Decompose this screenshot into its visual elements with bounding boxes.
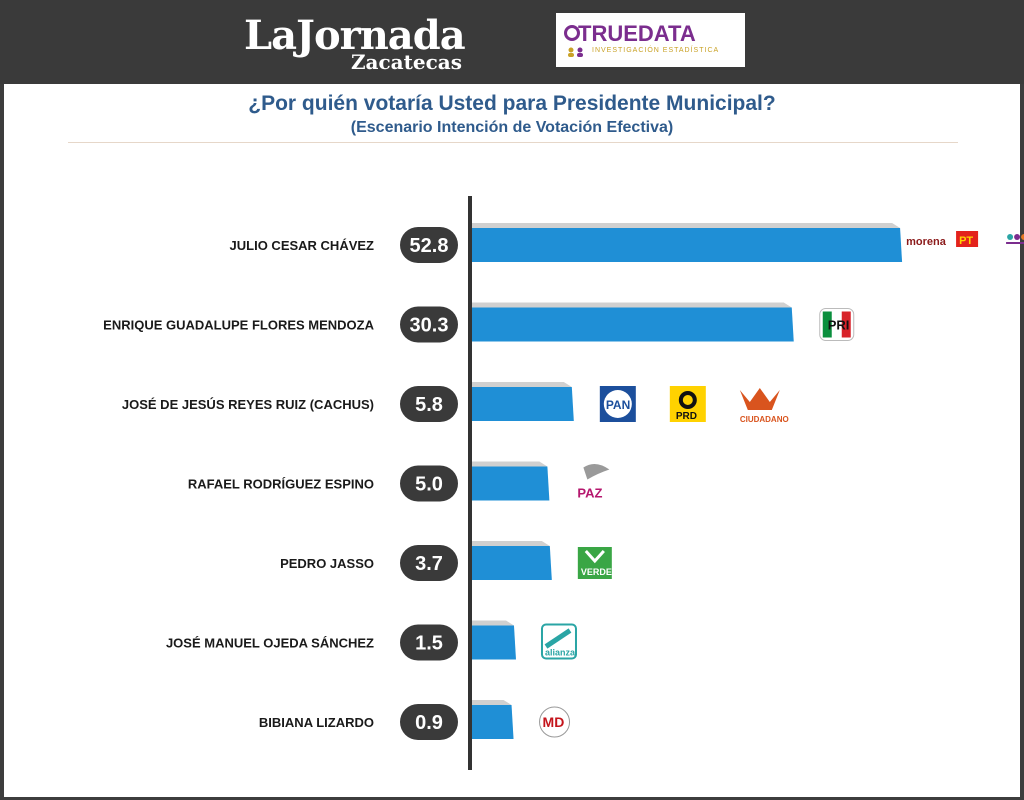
md-logo: MD: [539, 706, 571, 738]
value-pill: [400, 386, 458, 422]
value-pill: [400, 306, 458, 343]
value-label: 52.8: [410, 235, 449, 257]
verde-logo: VERDE: [577, 547, 612, 579]
category-label: ENRIQUE GUADALUPE FLORES MENDOZA: [103, 318, 374, 333]
bar-shadow: [472, 461, 548, 467]
svg-text:PAZ: PAZ: [577, 486, 602, 501]
category-label: BIBIANA LIZARDO: [259, 715, 374, 730]
category-label: JOSÉ MANUEL OJEDA SÁNCHEZ: [166, 636, 374, 651]
svg-text:PAN: PAN: [606, 398, 630, 412]
value-label: 0.9: [415, 712, 443, 734]
bar: [472, 307, 794, 342]
bar-shadow: [472, 223, 901, 228]
value-pill: [400, 704, 458, 740]
svg-text:morena: morena: [906, 236, 947, 248]
logo-sub-text: Zacatecas: [350, 50, 462, 74]
pollster-name: TRUEDATA: [578, 21, 696, 46]
svg-text:PT: PT: [959, 235, 973, 247]
na-logo: [1006, 234, 1024, 244]
movimiento-ciudadano-logo: CIUDADANO: [739, 388, 789, 424]
bar: [472, 387, 574, 421]
morena-logo: morena: [906, 236, 947, 248]
value-pill: [400, 624, 458, 661]
pollster-tagline: INVESTIGACIÓN ESTADÍSTICA: [592, 47, 720, 54]
value-pill: [400, 465, 458, 502]
value-label: 3.7: [415, 553, 443, 575]
bar-shadow: [472, 700, 512, 705]
paz-logo: PAZ: [577, 463, 610, 501]
chart-panel: [4, 84, 1020, 797]
bar: [472, 466, 550, 501]
header-bar: LaJornada Zacatecas TRUEDATA INVESTIGACI…: [0, 0, 1024, 84]
logo-main-text: LaJornada: [244, 12, 466, 59]
bar-row: JOSÉ DE JESÚS REYES RUIZ (CACHUS) 5.8 PAN P…: [122, 382, 789, 424]
truedata-mark-icon: [564, 25, 580, 41]
category-label: JOSÉ DE JESÚS REYES RUIZ (CACHUS): [122, 397, 374, 412]
value-label: 5.0: [415, 474, 443, 496]
category-label: JULIO CESAR CHÁVEZ: [230, 238, 375, 253]
bar-row: JOSÉ MANUEL OJEDA SÁNCHEZ 1.5 alianza: [166, 620, 577, 661]
category-label: PEDRO JASSO: [280, 556, 374, 571]
pan-logo: PAN: [599, 386, 636, 422]
bar: [472, 546, 552, 580]
bar-shadow: [472, 620, 514, 626]
bar-shadow: [472, 541, 550, 546]
value-label: 1.5: [415, 633, 443, 655]
value-label: 30.3: [410, 315, 449, 337]
pt-logo: PT: [956, 231, 979, 247]
bar-shadow: [472, 382, 572, 387]
bar-row: PEDRO JASSO 3.7 VERDE: [280, 541, 612, 581]
bar: [472, 228, 903, 262]
chart-subtitle: (Escenario Intención de Votación Efectiv…: [350, 119, 674, 136]
bar: [472, 625, 516, 660]
svg-text:PRI: PRI: [828, 318, 850, 333]
svg-text:VERDE: VERDE: [581, 567, 612, 577]
pri-logo: PRI: [819, 308, 855, 341]
title-divider: [68, 142, 958, 143]
truedata-logo: TRUEDATA INVESTIGACIÓN ESTADÍSTICA: [556, 13, 745, 67]
bar-row: BIBIANA LIZARDO 0.9 MD: [259, 700, 571, 740]
value-label: 5.8: [415, 394, 443, 416]
value-pill: [400, 545, 458, 581]
bar-shadow: [472, 302, 792, 308]
people-icon: [568, 47, 583, 57]
svg-text:alianza: alianza: [545, 648, 576, 658]
bar-row: ENRIQUE GUADALUPE FLORES MENDOZA 30.3 PRI: [103, 302, 855, 343]
svg-text:PRD: PRD: [676, 411, 697, 422]
nueva-alianza-logo: alianza: [540, 623, 577, 660]
svg-text:CIUDADANO: CIUDADANO: [740, 415, 789, 424]
bar: [472, 705, 514, 739]
bar-row: RAFAEL RODRÍGUEZ ESPINO 5.0 PAZ: [188, 461, 610, 502]
chart-title: ¿Por quién votaría Usted para Presidente…: [248, 92, 776, 115]
value-pill: [400, 227, 458, 263]
svg-text:MD: MD: [543, 714, 565, 730]
category-label: RAFAEL RODRÍGUEZ ESPINO: [188, 477, 374, 492]
bar-row: JULIO CESAR CHÁVEZ 52.8 morena PT: [230, 223, 1024, 263]
la-jornada-logo: LaJornada Zacatecas: [244, 12, 466, 74]
prd-logo: PRD: [669, 386, 706, 422]
